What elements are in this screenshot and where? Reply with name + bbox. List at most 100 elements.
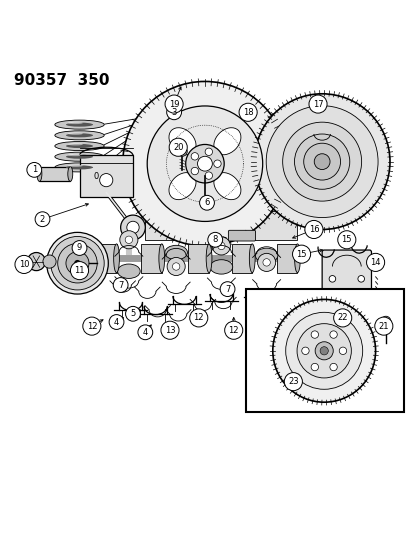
Ellipse shape: [169, 128, 195, 155]
Text: 0: 0: [93, 172, 98, 181]
Circle shape: [119, 231, 138, 249]
Circle shape: [224, 321, 242, 340]
Circle shape: [43, 255, 56, 268]
Ellipse shape: [55, 152, 104, 161]
Ellipse shape: [164, 245, 187, 260]
Bar: [141, 244, 161, 273]
Bar: [245, 289, 404, 413]
Text: 19: 19: [169, 100, 179, 109]
Circle shape: [314, 342, 332, 360]
Circle shape: [66, 252, 89, 274]
Bar: [39, 167, 70, 181]
Ellipse shape: [214, 173, 240, 200]
Circle shape: [337, 231, 355, 249]
Text: 4: 4: [114, 318, 119, 327]
Circle shape: [308, 95, 326, 113]
Circle shape: [191, 152, 198, 160]
Circle shape: [120, 215, 145, 240]
Text: 90357  350: 90357 350: [14, 73, 109, 88]
Text: 9: 9: [77, 244, 82, 253]
Ellipse shape: [68, 133, 83, 135]
Circle shape: [272, 300, 375, 402]
Text: 17: 17: [312, 100, 323, 109]
Circle shape: [204, 172, 212, 179]
Circle shape: [122, 82, 287, 246]
Circle shape: [125, 306, 140, 321]
Circle shape: [27, 253, 45, 271]
Ellipse shape: [68, 165, 83, 167]
Text: 7: 7: [224, 285, 230, 294]
Ellipse shape: [55, 120, 104, 129]
Text: 12: 12: [228, 326, 238, 335]
Circle shape: [197, 156, 212, 171]
Ellipse shape: [68, 167, 73, 181]
Ellipse shape: [55, 131, 104, 140]
Circle shape: [15, 255, 33, 273]
Circle shape: [138, 325, 152, 340]
Bar: [276, 244, 297, 273]
Circle shape: [374, 317, 392, 335]
Text: 10: 10: [19, 260, 29, 269]
Ellipse shape: [75, 249, 80, 268]
Circle shape: [109, 314, 123, 329]
Bar: [79, 156, 133, 197]
Circle shape: [167, 257, 185, 276]
Ellipse shape: [68, 143, 83, 146]
Ellipse shape: [66, 123, 93, 127]
Ellipse shape: [55, 163, 104, 172]
Circle shape: [220, 282, 235, 296]
Circle shape: [301, 347, 309, 354]
Ellipse shape: [68, 122, 83, 124]
Circle shape: [100, 174, 113, 187]
Text: 23: 23: [287, 377, 298, 386]
Circle shape: [27, 163, 42, 177]
Circle shape: [304, 221, 322, 239]
Circle shape: [254, 94, 389, 230]
Text: 6: 6: [204, 198, 209, 207]
Bar: [231, 244, 252, 273]
Circle shape: [311, 331, 318, 338]
Text: 2: 2: [40, 215, 45, 224]
Text: 14: 14: [370, 258, 380, 267]
Ellipse shape: [66, 155, 93, 159]
Text: 8: 8: [212, 235, 217, 244]
Ellipse shape: [169, 173, 195, 200]
Ellipse shape: [206, 244, 211, 273]
FancyArrowPatch shape: [128, 243, 129, 255]
Circle shape: [292, 245, 310, 263]
Circle shape: [338, 347, 346, 354]
Circle shape: [185, 144, 224, 183]
Circle shape: [70, 262, 88, 280]
Ellipse shape: [159, 244, 164, 273]
Circle shape: [47, 232, 108, 294]
Ellipse shape: [255, 248, 277, 263]
Text: 7: 7: [118, 280, 123, 289]
Ellipse shape: [209, 260, 232, 274]
Text: 12: 12: [193, 313, 204, 322]
FancyBboxPatch shape: [228, 230, 255, 241]
Circle shape: [357, 276, 363, 282]
Circle shape: [329, 331, 337, 338]
Circle shape: [169, 138, 187, 156]
Ellipse shape: [214, 128, 240, 155]
Circle shape: [282, 122, 361, 201]
Circle shape: [126, 221, 139, 233]
Circle shape: [35, 212, 50, 227]
Ellipse shape: [66, 144, 93, 148]
Circle shape: [172, 263, 179, 270]
Circle shape: [161, 321, 178, 340]
Ellipse shape: [55, 141, 104, 150]
Bar: [145, 211, 297, 240]
Circle shape: [328, 276, 335, 282]
Circle shape: [366, 253, 384, 271]
Ellipse shape: [294, 244, 299, 273]
Circle shape: [311, 364, 318, 371]
Circle shape: [204, 148, 212, 156]
Text: 1: 1: [31, 165, 37, 174]
Circle shape: [212, 237, 230, 255]
Circle shape: [199, 196, 214, 210]
Circle shape: [297, 324, 351, 378]
Ellipse shape: [37, 167, 42, 181]
Circle shape: [213, 160, 221, 167]
Circle shape: [74, 260, 81, 266]
